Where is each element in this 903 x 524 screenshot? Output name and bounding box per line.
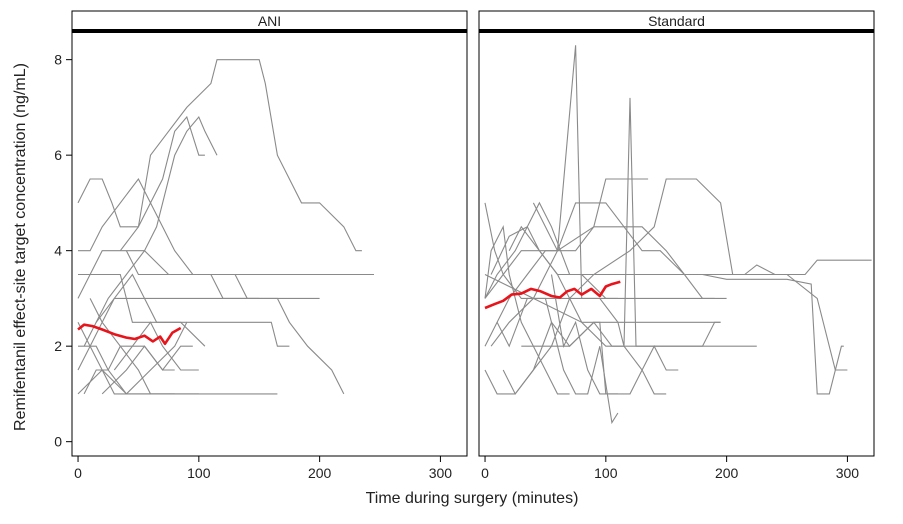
panel-strip-label: Standard xyxy=(648,13,705,29)
y-tick-label: 2 xyxy=(54,338,62,354)
individual-patient-line xyxy=(77,59,362,252)
x-tick-label: 0 xyxy=(74,465,82,481)
x-tick-label: 200 xyxy=(715,465,739,481)
individual-patient-line xyxy=(78,177,345,395)
panel-frame xyxy=(71,30,468,457)
individual-patient-line xyxy=(484,201,848,371)
x-tick-label: 300 xyxy=(836,465,860,481)
individual-patient-line xyxy=(490,202,844,395)
individual-patient-line xyxy=(484,45,721,347)
x-tick-label: 100 xyxy=(187,465,211,481)
individual-patient-line xyxy=(89,298,199,395)
x-tick-label: 200 xyxy=(308,465,332,481)
individual-patient-line xyxy=(95,273,206,347)
individual-patient-line xyxy=(83,115,218,347)
y-tick-label: 0 xyxy=(54,434,62,450)
y-tick-label: 6 xyxy=(54,147,62,163)
x-tick-label: 300 xyxy=(429,465,453,481)
individual-patient-line xyxy=(521,321,721,347)
individual-patient-line xyxy=(484,224,570,395)
individual-patient-line xyxy=(484,274,757,347)
individual-patient-line xyxy=(77,321,290,395)
individual-patient-line xyxy=(532,178,649,252)
individual-patient-line xyxy=(83,345,175,395)
individual-patient-line xyxy=(484,178,872,395)
x-axis-label: Time during surgery (minutes) xyxy=(366,490,579,507)
panel-frame xyxy=(478,30,875,457)
y-tick-label: 8 xyxy=(54,52,62,68)
x-tick-label: 100 xyxy=(594,465,618,481)
y-tick-label: 4 xyxy=(54,243,62,259)
individual-patient-line xyxy=(550,274,679,395)
individual-patient-line xyxy=(125,250,260,299)
individual-patient-line xyxy=(490,226,618,395)
individual-patient-line xyxy=(77,322,278,395)
y-axis-label: Remifentanil effect-site target concentr… xyxy=(12,63,29,431)
mean-concentration-line xyxy=(77,323,182,346)
individual-patient-line xyxy=(77,250,374,299)
individual-patient-line xyxy=(101,345,193,395)
mean-concentration-line xyxy=(484,280,621,310)
individual-patient-line xyxy=(119,115,205,252)
panel-strip-label: ANI xyxy=(258,13,281,29)
individual-patient-line xyxy=(508,225,715,299)
individual-patient-line xyxy=(113,321,199,371)
individual-patient-line xyxy=(496,297,619,425)
x-tick-label: 0 xyxy=(481,465,489,481)
